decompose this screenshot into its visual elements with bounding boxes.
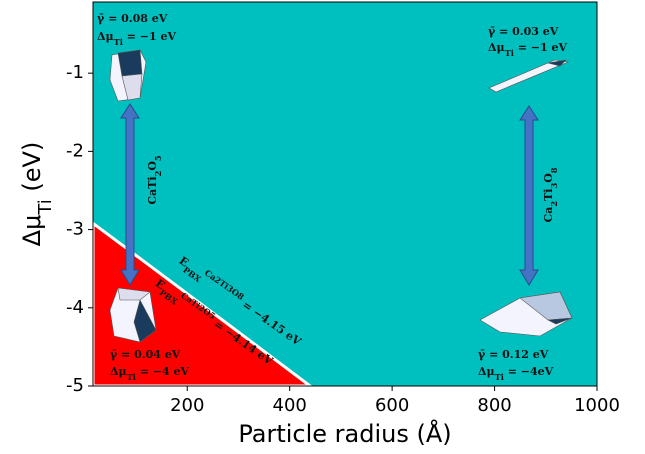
text-part: Ti [495,372,504,382]
crystal-icon [110,288,156,342]
text-part: O [542,173,555,183]
text-part: O [146,161,159,171]
text-part: Δμ [488,41,505,54]
x-tick-label: 800 [477,395,511,416]
annotation: γ̄ = 0.12 eV [478,348,549,361]
text-part: Δμ [18,215,46,247]
y-tick-label: -2 [66,140,84,161]
crystal-icon [110,50,146,101]
text-part: (eV) [18,142,46,200]
text-part: Ti [114,37,123,47]
text-part: Ti [542,189,555,201]
text-part: = −4eV [504,365,554,378]
text-part: Δμ [110,365,127,378]
text-part: Ti [505,48,514,58]
text-part: 8 [549,167,559,173]
y-tick-label: -4 [66,297,84,318]
annotation: γ̄ = 0.03 eV [488,25,559,38]
x-tick-label: 200 [170,395,204,416]
y-axis-label: ΔμTi (eV) [18,142,56,247]
text-part: γ̄ = 0.08 eV [97,12,168,25]
text-part: CaTi [146,176,159,204]
x-tick-label: 600 [375,395,409,416]
text-part: Δμ [97,30,114,43]
axis-cover [91,386,599,390]
y-tick-label: -5 [66,375,84,396]
y-tick-label: -1 [66,62,84,83]
x-axis-label: Particle radius (Å) [238,419,451,448]
text-part: = −1 eV [123,30,177,43]
annotation: γ̄ = 0.08 eV [97,12,168,25]
chart: 200 400 600 800 1000 -5 -4 -3 -2 -1 Particle radiu… [0,0,645,454]
text-part: γ̄ = 0.12 eV [478,348,549,361]
x-tick-label: 1000 [574,395,620,416]
x-tick-label: 400 [273,395,307,416]
y-tick-label: -3 [66,219,84,240]
text-part: Δμ [478,365,495,378]
text-part: Ca [542,207,555,223]
text-part: γ̄ = 0.04 eV [110,348,181,361]
text-part: 5 [153,155,163,161]
text-part: = −4 eV [136,365,190,378]
annotation: γ̄ = 0.04 eV [110,348,181,361]
text-part: γ̄ = 0.03 eV [488,25,559,38]
text-part: Ti [35,199,56,215]
text-part: = −1 eV [514,41,568,54]
text-part: Ti [127,372,136,382]
